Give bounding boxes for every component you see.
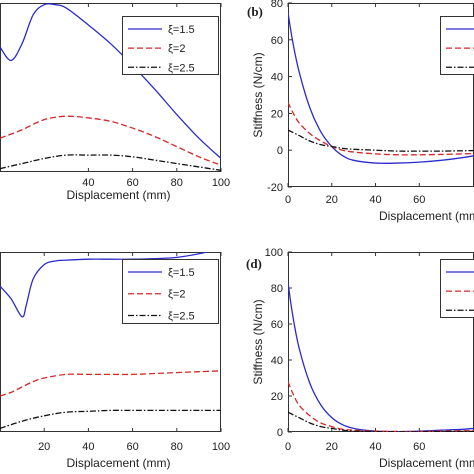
series-line-2 xyxy=(0,154,221,171)
legend-label: ξ=2.5 xyxy=(168,310,195,322)
legend-box xyxy=(122,16,219,75)
y-axis-label: Stiffness (N/cm) xyxy=(251,299,265,384)
panel-letter: (b) xyxy=(247,4,263,19)
x-tick-label: 40 xyxy=(369,194,381,206)
x-axis-label: Displacement (mm) xyxy=(66,456,170,470)
y-tick-label: 0 xyxy=(277,145,283,157)
legend-box xyxy=(440,16,474,75)
legend-label: ξ=1.5 xyxy=(168,24,195,36)
y-tick-label: 100 xyxy=(265,247,283,259)
x-tick-label: 60 xyxy=(126,177,138,189)
x-axis-label: Displacement (mm) xyxy=(66,188,170,202)
y-tick-label: 60 xyxy=(271,35,283,47)
legend: ξ=1.5 ξ=2 ξ=2.5 xyxy=(122,16,219,75)
y-tick-label: 40 xyxy=(271,355,283,367)
y-tick-label: 80 xyxy=(271,0,283,10)
legend-box xyxy=(122,259,219,324)
series-line-2 xyxy=(288,411,474,432)
y-tick-label: 0 xyxy=(277,427,283,439)
legend xyxy=(440,16,474,75)
legend-box xyxy=(440,259,474,318)
panel-d: 0 20 40 60 0 20 40 60 80 100 Displacement (mm) Stif… xyxy=(246,247,474,470)
series-line-2 xyxy=(0,409,221,430)
panel-c: 20 40 60 80 100 Displacement (mm) ξ=1.5 ξ=2 ξ=2.… xyxy=(0,252,230,470)
legend-label: ξ=1.5 xyxy=(168,267,195,279)
series-line-1 xyxy=(288,102,474,156)
x-axis-label: Displacement (mm) xyxy=(379,456,474,470)
x-tick-label: 60 xyxy=(413,441,425,453)
y-tick-label: 80 xyxy=(271,283,283,295)
x-tick-label: 40 xyxy=(369,441,381,453)
x-tick-label: 40 xyxy=(82,441,94,453)
x-tick-label: 20 xyxy=(38,441,50,453)
x-tick-label: 100 xyxy=(212,177,230,189)
x-tick-label: 80 xyxy=(171,177,183,189)
y-tick-label: 60 xyxy=(271,319,283,331)
axes-frame xyxy=(0,252,221,432)
panel-a: 40 60 80 100 Displacement (mm) ξ=1.5 ξ=2 ξ=2.5 xyxy=(0,3,230,202)
series-line-0 xyxy=(288,282,474,432)
x-tick-label: 20 xyxy=(326,194,338,206)
y-tick-label: -20 xyxy=(267,182,283,194)
x-tick-label: 60 xyxy=(126,441,138,453)
series-line-0 xyxy=(0,3,221,159)
x-tick-label: 100 xyxy=(212,441,230,453)
legend-label: ξ=2 xyxy=(168,289,185,301)
x-tick-label: 20 xyxy=(326,441,338,453)
legend-label: ξ=2.5 xyxy=(168,62,195,74)
series-line-1 xyxy=(0,115,221,166)
y-tick-label: 20 xyxy=(271,391,283,403)
legend-label: ξ=2 xyxy=(168,43,185,55)
legend xyxy=(440,259,474,318)
x-tick-label: 0 xyxy=(285,194,291,206)
series-line-0 xyxy=(0,252,210,318)
panel-letter: (d) xyxy=(246,256,262,271)
x-tick-label: 0 xyxy=(285,441,291,453)
series-line-0 xyxy=(288,12,474,164)
y-tick-label: 20 xyxy=(271,108,283,120)
legend: ξ=1.5 ξ=2 ξ=2.5 xyxy=(122,259,219,324)
series-line-1 xyxy=(0,370,221,397)
x-axis-label: Displacement (mm) xyxy=(379,209,474,223)
x-tick-label: 60 xyxy=(413,194,425,206)
x-tick-label: 80 xyxy=(171,441,183,453)
x-tick-label: 40 xyxy=(82,177,94,189)
axes-frame xyxy=(0,3,221,172)
series-line-2 xyxy=(288,129,474,152)
series-line-1 xyxy=(288,381,474,432)
y-axis-label: Stiffness (N/cm) xyxy=(251,52,265,137)
y-tick-label: 40 xyxy=(271,72,283,84)
